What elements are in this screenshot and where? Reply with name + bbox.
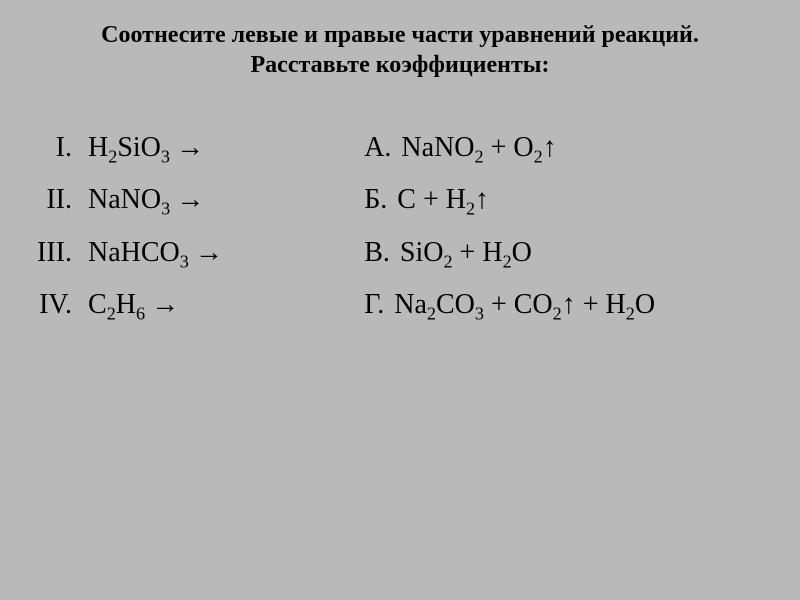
roman-numeral: II. xyxy=(14,182,88,218)
right-item: Г. Na2CO3 + CO2↑ + H2O xyxy=(364,287,770,323)
title-block: Соотнесите левые и правые части уравнени… xyxy=(0,0,800,80)
left-column: I. H2SiO3 → II. NaNO3 → III. NaHCO3 → IV… xyxy=(14,130,354,324)
option-letter: А. xyxy=(364,130,401,166)
left-item: III. NaHCO3 → xyxy=(14,235,354,271)
right-item: Б. C + H2↑ xyxy=(364,182,770,218)
title-line-1: Соотнесите левые и правые части уравнени… xyxy=(0,20,800,50)
product-formula: C + H2↑ xyxy=(397,182,489,218)
arrow-icon: → xyxy=(145,287,179,323)
option-letter: В. xyxy=(364,235,400,271)
reactant-formula: NaHCO3 xyxy=(88,235,189,271)
left-item: IV. C2H6 → xyxy=(14,287,354,323)
option-letter: Г. xyxy=(364,287,394,323)
left-item: I. H2SiO3 → xyxy=(14,130,354,166)
title-line-2: Расставьте коэффициенты: xyxy=(0,50,800,80)
reactant-formula: C2H6 xyxy=(88,287,145,323)
option-letter: Б. xyxy=(364,182,397,218)
arrow-icon: → xyxy=(170,130,204,166)
reactant-formula: NaNO3 xyxy=(88,182,170,218)
roman-numeral: I. xyxy=(14,130,88,166)
content-area: I. H2SiO3 → II. NaNO3 → III. NaHCO3 → IV… xyxy=(0,130,800,324)
product-formula: Na2CO3 + CO2↑ + H2O xyxy=(394,287,655,323)
right-item: А. NaNO2 + O2↑ xyxy=(364,130,770,166)
left-item: II. NaNO3 → xyxy=(14,182,354,218)
right-column: А. NaNO2 + O2↑ Б. C + H2↑ В. SiO2 + H2O … xyxy=(354,130,770,324)
roman-numeral: IV. xyxy=(14,287,88,323)
product-formula: NaNO2 + O2↑ xyxy=(401,130,556,166)
arrow-icon: → xyxy=(189,235,223,271)
right-item: В. SiO2 + H2O xyxy=(364,235,770,271)
reactant-formula: H2SiO3 xyxy=(88,130,170,166)
roman-numeral: III. xyxy=(14,235,88,271)
product-formula: SiO2 + H2O xyxy=(400,235,532,271)
arrow-icon: → xyxy=(170,182,204,218)
